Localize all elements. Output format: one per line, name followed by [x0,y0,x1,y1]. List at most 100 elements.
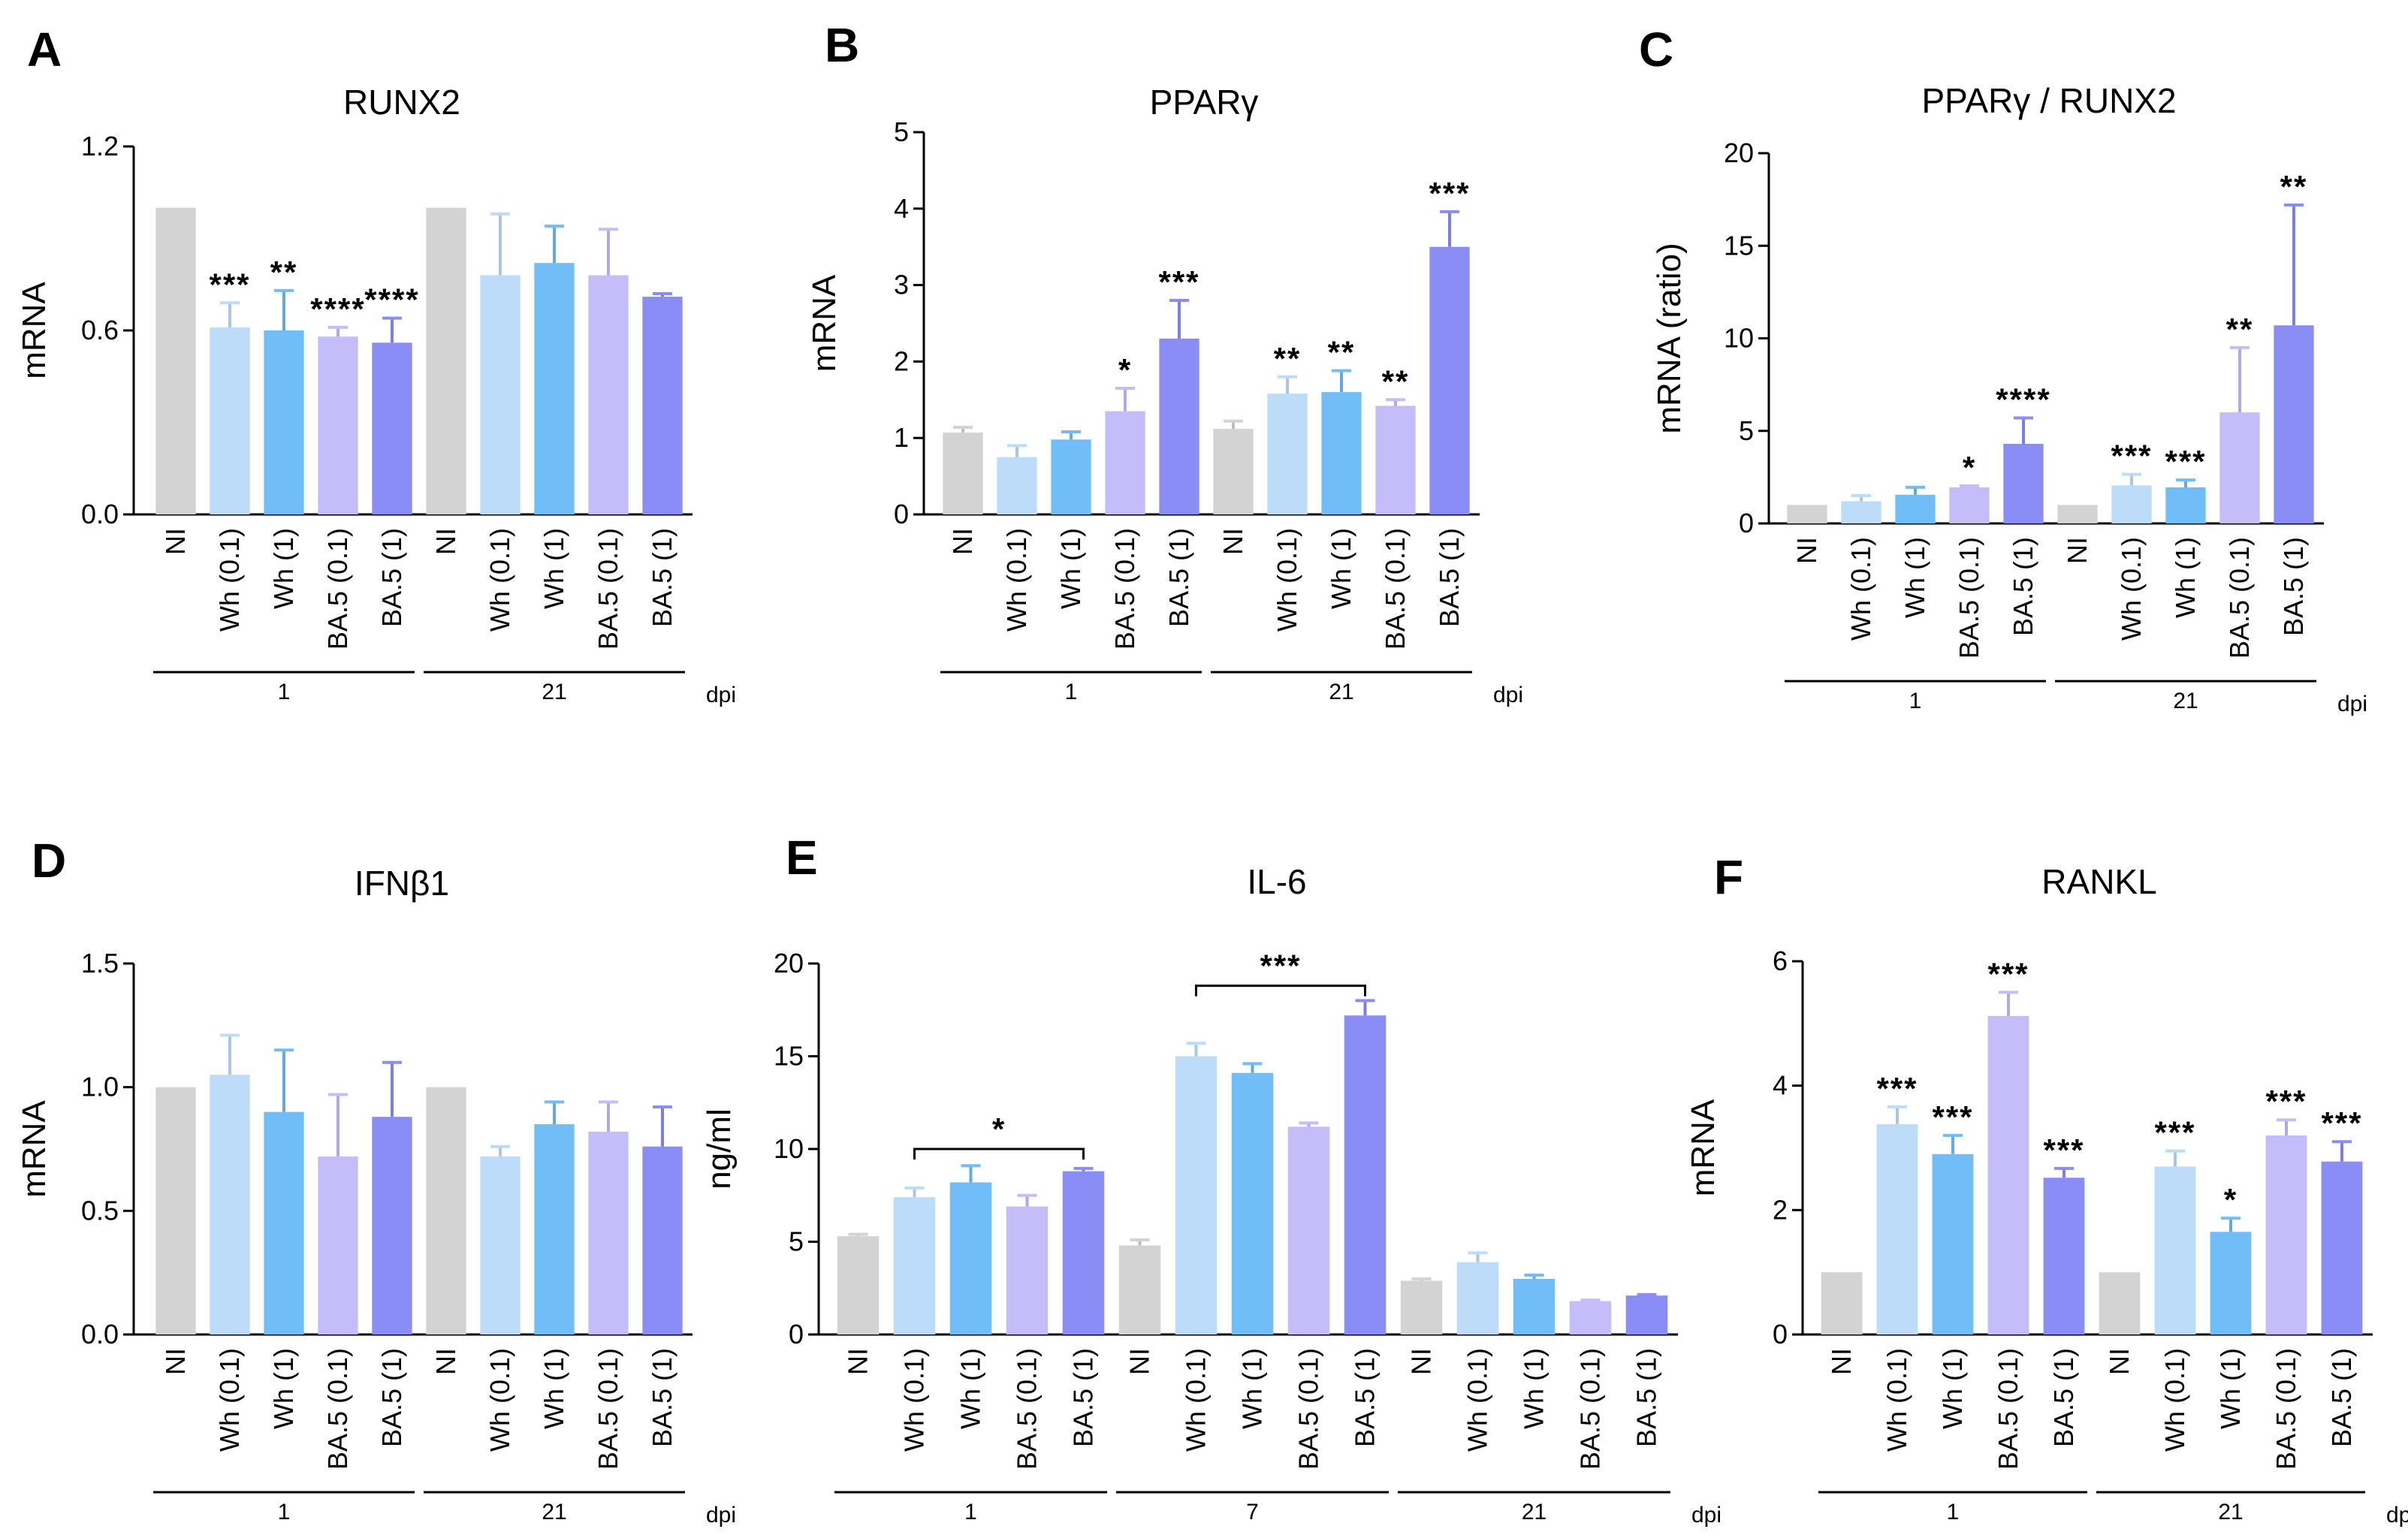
y-tick-label: 15 [1724,230,1754,261]
y-tick-label: 1.5 [81,948,119,979]
significance-label: ** [270,255,298,290]
bar [2154,1166,2196,1334]
y-tick-label: 5 [789,1226,804,1257]
x-category-label: Wh (1) [1937,1348,1968,1429]
x-category-label: NI [1218,528,1248,555]
panel-A: A RUNX2 0.0 0.6 1.2 mRNA NI *** Wh (0.1) ** Wh (1)… [16,23,736,707]
x-category-label: Wh (1) [539,528,569,609]
x-category-label: BA.5 (1) [1163,528,1194,627]
x-category-label: Wh (1) [268,1348,299,1429]
x-category-label: Wh (1) [1237,1348,1268,1429]
x-category-label: Wh (1) [268,528,299,609]
x-category-label: BA.5 (0.1) [1109,528,1140,650]
x-category-label: Wh (0.1) [1462,1348,1493,1452]
x-category-label: Wh (1) [2170,537,2201,618]
significance-label: **** [1996,381,2050,417]
group-label: 1 [964,1500,977,1524]
bar [1400,1280,1443,1334]
bar [1949,487,1990,523]
y-tick-label: 2 [894,345,909,376]
x-category-label: BA.5 (0.1) [2224,537,2255,659]
y-tick-label: 10 [774,1133,804,1164]
bracket-significance: *** [1260,948,1301,984]
bar [2219,412,2260,523]
significance-label: *** [209,267,250,302]
panel-letter: C [1639,23,1673,77]
x-category-label: NI [947,528,978,555]
y-tick-label: 0 [789,1319,804,1350]
bar [588,1131,629,1334]
x-category-label: BA.5 (1) [1068,1348,1099,1447]
x-category-label: BA.5 (1) [2008,537,2038,636]
significance-label: *** [2265,1084,2307,1119]
bar [2043,1178,2085,1334]
bar [318,1156,358,1334]
significance-label: **** [364,282,419,318]
x-category-label: Wh (0.1) [1845,537,1876,641]
x-category-label: NI [160,1348,191,1375]
bar [1213,428,1254,514]
x-category-label: BA.5 (1) [647,1348,677,1447]
y-tick-label: 2 [1773,1194,1788,1225]
bar [1051,439,1091,514]
significance-label: *** [2321,1105,2362,1141]
bar [426,207,466,514]
y-tick-label: 10 [1724,323,1754,354]
group-label: 1 [1909,689,1922,713]
bar [1321,392,1362,514]
x-category-label: BA.5 (1) [376,1348,407,1447]
panel-letter: F [1714,850,1743,904]
x-category-label: NI [160,528,191,555]
group-unit-label: dpi [1493,683,1523,707]
bar [1159,338,1199,514]
bar [837,1236,880,1334]
bar [642,1146,683,1334]
x-category-label: BA.5 (0.1) [1993,1348,2023,1470]
significance-label: * [1118,352,1132,388]
chart-title: IFNβ1 [355,864,449,903]
panel-B: B PPARγ 0 1 2 3 4 5 mRNA NI Wh (0.1) Wh (1) * BA.5 (0… [806,18,1523,707]
y-axis-label: mRNA (ratio) [1651,243,1688,433]
x-category-label: BA.5 (0.1) [593,528,623,650]
x-category-label: NI [430,1348,461,1375]
x-category-label: NI [430,528,461,555]
panel-E: E IL-6 0 5 10 15 20 ng/ml NI Wh (0.1) Wh (1) BA.5 (… [701,831,1722,1527]
y-tick-label: 0.5 [81,1195,119,1226]
significance-label: ** [2280,169,2308,204]
group-label: 1 [1947,1500,1960,1524]
bar [893,1197,936,1334]
bar [2274,325,2314,523]
bar [2003,444,2044,523]
x-category-label: BA.5 (1) [1350,1348,1381,1447]
x-category-label: BA.5 (1) [1631,1348,1662,1447]
panel-D: D IFNβ1 0.0 0.5 1.0 1.5 mRNA NI Wh (0.1) Wh (1) BA… [16,834,736,1527]
y-tick-label: 0.0 [81,1319,119,1350]
significance-label: *** [1876,1071,1918,1106]
bar [264,330,304,514]
bar [1625,1295,1668,1334]
significance-label: *** [2043,1132,2084,1168]
x-category-label: NI [843,1348,874,1375]
significance-label: ** [1382,363,1410,399]
bar [2321,1161,2363,1334]
panel-C: C PPARγ / RUNX2 0 5 10 15 20 mRNA (ratio) NI Wh (… [1639,23,2367,716]
group-label: 21 [1329,680,1353,704]
bar [480,275,521,514]
x-category-label: Wh (0.1) [214,1348,245,1452]
x-category-label: NI [2062,537,2093,564]
panel-letter: E [786,831,818,885]
x-category-label: BA.5 (1) [2278,537,2309,636]
y-tick-label: 0.6 [81,315,119,345]
bar [318,336,358,514]
x-category-label: Wh (1) [2215,1348,2246,1429]
group-label: 1 [1065,680,1078,704]
significance-label: *** [1987,956,2029,991]
bar [1821,1272,1863,1334]
x-category-label: Wh (0.1) [1272,528,1302,632]
x-category-label: BA.5 (1) [376,528,407,627]
chart-title: PPARγ [1150,83,1259,122]
group-unit-label: dpi [706,683,736,707]
group-label: 21 [2218,1500,2243,1524]
bar [2099,1272,2141,1334]
